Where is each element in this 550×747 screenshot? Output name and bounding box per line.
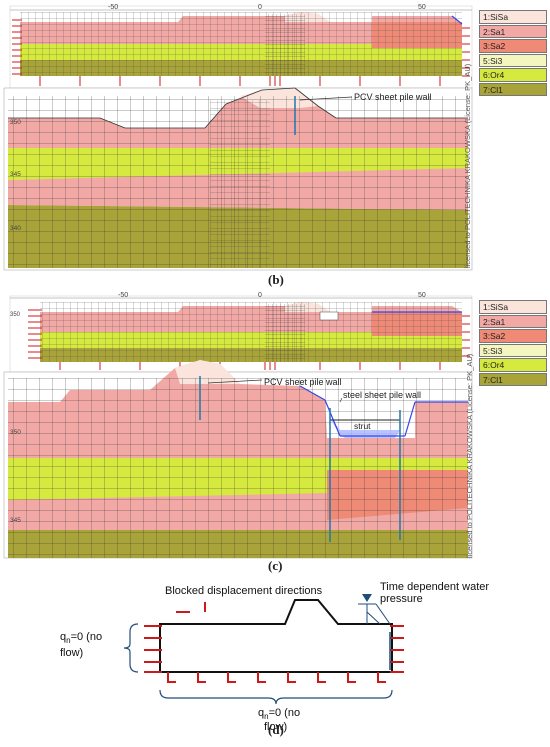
tick-label: 350	[10, 119, 21, 126]
caption-d: (d)	[268, 722, 284, 737]
tick-label: 345	[10, 171, 21, 178]
legend-item: 2:Sa1	[479, 24, 547, 38]
legend-item: 7:Cl1	[479, 82, 547, 96]
legend-item: 6:Or4	[479, 68, 547, 82]
legend-b: 1:SiSa 2:Sa1 3:Sa2 5:Si3 6:Or4 7:Cl1	[479, 10, 547, 97]
panel-b-graphic: -50 0 50 350 345 340	[3, 4, 473, 271]
water-pressure-label-1: Time dependent water	[380, 581, 489, 593]
panel-c: -50 0 50 350 PCV sheet pile wall	[0, 290, 550, 580]
legend-item: 7:Cl1	[479, 372, 547, 386]
water-pressure-indicator	[358, 594, 391, 670]
qn-left-label-2: flow)	[60, 647, 83, 659]
qn-left-label: qn=0 (no	[60, 631, 102, 645]
legend-item: 3:Sa2	[479, 329, 547, 343]
strut-label: strut	[354, 421, 371, 431]
panel-d-graphic: Blocked displacement directions Time dep…	[60, 581, 489, 733]
panel-d: Blocked displacement directions Time dep…	[0, 572, 550, 742]
legend-item: 3:Sa2	[479, 39, 547, 53]
legend-item: 5:Si3	[479, 53, 547, 67]
caption-c: (c)	[268, 558, 283, 573]
legend-item: 5:Si3	[479, 343, 547, 357]
tick-label: 340	[10, 225, 21, 232]
legend-item: 6:Or4	[479, 358, 547, 372]
tick-label: 50	[418, 4, 426, 11]
detail-model-b: 350 345 340 PCV sheet pile wall licensed…	[3, 63, 473, 271]
tick-label: -50	[108, 4, 118, 11]
model-outline	[159, 599, 393, 673]
legend-c: 1:SiSa 2:Sa1 3:Sa2 5:Si3 6:Or4 7:Cl1	[479, 300, 547, 387]
tick-label: 50	[418, 292, 426, 299]
watermark: licensed to POLITECHNIKA KRAKOWSKA (Lice…	[465, 353, 474, 558]
overview-model-b: -50 0 50	[9, 4, 473, 89]
qn-bottom-label: qn=0 (no	[258, 707, 300, 721]
pcv-wall-label-b: PCV sheet pile wall	[354, 92, 432, 102]
bottom-boundary-brace	[159, 689, 393, 705]
tick-label: 0	[258, 292, 262, 299]
legend-item: 1:SiSa	[479, 300, 547, 314]
blocked-displacement-label: Blocked displacement directions	[165, 585, 323, 597]
panel-b: -50 0 50 350 345 340	[0, 0, 550, 290]
left-boundary-brace	[123, 623, 139, 673]
tick-label: 345	[10, 517, 21, 524]
water-pressure-label-2: pressure	[380, 593, 423, 605]
detail-model-c: PCV sheet pile wall steel sheet pile wal…	[3, 353, 474, 559]
overview-model-c: -50 0 50 350	[9, 292, 473, 373]
pcv-wall-label-c: PCV sheet pile wall	[264, 377, 342, 387]
tick-label: 350	[10, 429, 21, 436]
tick-label: 0	[258, 4, 262, 11]
caption-b: (b)	[268, 272, 284, 287]
legend-item: 1:SiSa	[479, 10, 547, 24]
steel-wall-label-c: steel sheet pile wall	[343, 390, 421, 400]
tick-label: -50	[118, 292, 128, 299]
watermark: licensed to POLITECHNIKA KRAKOWSKA (Lice…	[463, 63, 472, 268]
blocked-displacement-markers	[144, 602, 404, 683]
panel-c-graphic: -50 0 50 350 PCV sheet pile wall	[3, 292, 474, 559]
tick-label: 350	[10, 312, 21, 318]
water-level-icon	[362, 594, 372, 602]
legend-item: 2:Sa1	[479, 314, 547, 328]
qn-bottom-label-2: flow)	[264, 721, 287, 733]
